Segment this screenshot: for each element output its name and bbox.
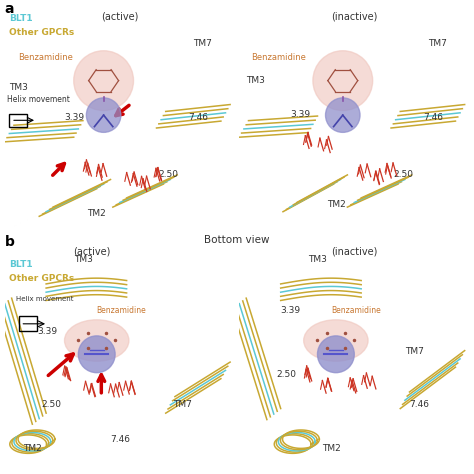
Text: (active): (active) xyxy=(73,246,111,256)
Text: Benzamidine: Benzamidine xyxy=(97,306,146,315)
Circle shape xyxy=(313,51,373,110)
Text: 3.39: 3.39 xyxy=(64,113,85,122)
Text: TM2: TM2 xyxy=(322,444,341,453)
Text: TM3: TM3 xyxy=(9,83,28,92)
Text: BLT1: BLT1 xyxy=(9,260,33,269)
Circle shape xyxy=(74,51,134,110)
Text: TM7: TM7 xyxy=(193,39,212,48)
Ellipse shape xyxy=(64,320,129,361)
Text: TM3: TM3 xyxy=(308,255,327,264)
Text: TM3: TM3 xyxy=(246,76,265,85)
Text: TM2: TM2 xyxy=(88,210,106,219)
Circle shape xyxy=(86,98,121,132)
Text: (active): (active) xyxy=(101,12,138,22)
Text: 3.39: 3.39 xyxy=(290,110,310,119)
Text: Benzamidine: Benzamidine xyxy=(331,306,381,315)
Bar xyxy=(18,316,37,331)
Text: 7.46: 7.46 xyxy=(410,400,429,409)
Text: (inactive): (inactive) xyxy=(331,12,377,22)
Text: (inactive): (inactive) xyxy=(331,246,377,256)
Text: 2.50: 2.50 xyxy=(276,370,296,379)
Text: 2.50: 2.50 xyxy=(159,170,179,179)
Text: Other GPCRs: Other GPCRs xyxy=(9,273,74,283)
Ellipse shape xyxy=(304,320,368,361)
Text: TM7: TM7 xyxy=(405,347,424,356)
Text: TM7: TM7 xyxy=(173,400,191,409)
Text: b: b xyxy=(5,235,15,249)
Text: 3.39: 3.39 xyxy=(37,327,57,336)
Text: Benzamidine: Benzamidine xyxy=(251,53,306,62)
Text: TM7: TM7 xyxy=(428,39,447,48)
Text: Other GPCRs: Other GPCRs xyxy=(9,27,74,36)
Text: Bottom view: Bottom view xyxy=(204,235,270,245)
Text: Benzamidine: Benzamidine xyxy=(18,53,73,62)
Text: 7.46: 7.46 xyxy=(189,113,209,122)
Text: BLT1: BLT1 xyxy=(9,14,33,23)
Circle shape xyxy=(326,98,360,132)
Text: 7.46: 7.46 xyxy=(110,435,130,444)
Text: 3.39: 3.39 xyxy=(281,306,301,315)
Text: a: a xyxy=(5,2,14,17)
Text: Helix movement: Helix movement xyxy=(7,95,70,104)
Text: TM2: TM2 xyxy=(327,200,346,209)
Circle shape xyxy=(78,336,115,373)
Text: 2.50: 2.50 xyxy=(393,170,413,179)
Text: Helix movement: Helix movement xyxy=(16,296,74,302)
Text: TM2: TM2 xyxy=(23,444,42,453)
Text: 7.46: 7.46 xyxy=(423,113,443,122)
Bar xyxy=(9,114,27,127)
Text: 2.50: 2.50 xyxy=(42,400,62,409)
Circle shape xyxy=(318,336,354,373)
Text: TM3: TM3 xyxy=(74,255,92,264)
